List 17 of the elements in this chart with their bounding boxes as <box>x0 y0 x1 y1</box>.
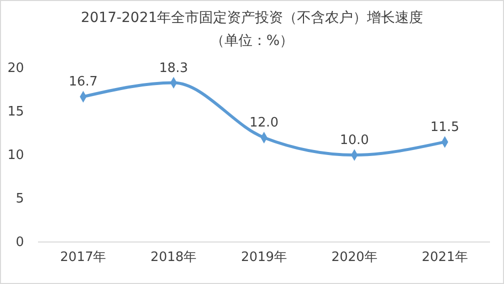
x-tick-label: 2020年 <box>331 250 378 266</box>
data-label: 10.0 <box>340 133 369 148</box>
x-tick-label: 2019年 <box>240 250 288 266</box>
y-tick-label: 10 <box>7 148 24 164</box>
x-tick-label: 2021年 <box>422 250 468 266</box>
data-label: 16.7 <box>68 74 98 90</box>
x-tick-label: 2017年 <box>60 250 106 266</box>
data-label: 18.3 <box>159 60 188 76</box>
data-label: 12.0 <box>250 116 278 131</box>
chart-title: 2017-2021年全市固定资产投资（不含农户）增长速度 <box>80 10 424 26</box>
y-tick-label: 20 <box>7 61 24 76</box>
data-label: 11.5 <box>430 120 460 135</box>
x-tick-label: 2018年 <box>150 250 197 266</box>
y-tick-label: 15 <box>7 104 24 120</box>
y-tick-label: 0 <box>16 235 24 250</box>
chart-subtitle: （单位：%） <box>210 33 294 49</box>
y-tick-label: 5 <box>16 192 24 207</box>
